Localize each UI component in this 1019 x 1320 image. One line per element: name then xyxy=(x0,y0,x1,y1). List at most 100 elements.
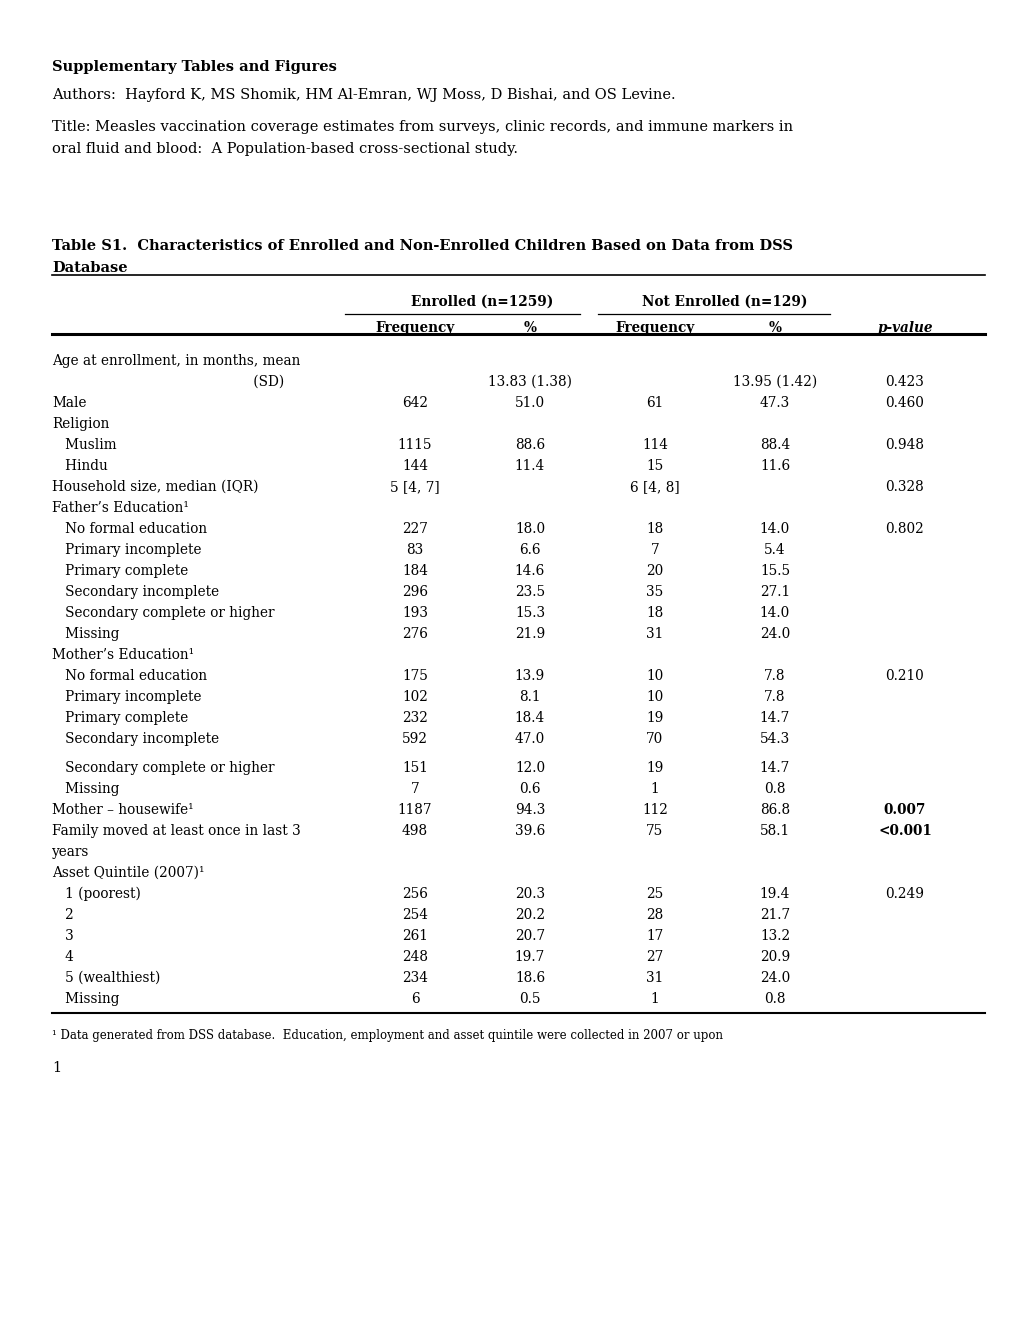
Text: Family moved at least once in last 3: Family moved at least once in last 3 xyxy=(52,824,301,838)
Text: 20.3: 20.3 xyxy=(515,887,544,902)
Text: 11.6: 11.6 xyxy=(759,459,790,473)
Text: 13.9: 13.9 xyxy=(515,669,544,682)
Text: Missing: Missing xyxy=(52,781,119,796)
Text: <0.001: <0.001 xyxy=(877,824,931,838)
Text: 15.5: 15.5 xyxy=(759,564,790,578)
Text: 13.95 (1.42): 13.95 (1.42) xyxy=(733,375,816,389)
Text: 6.6: 6.6 xyxy=(519,543,540,557)
Text: Supplementary Tables and Figures: Supplementary Tables and Figures xyxy=(52,59,336,74)
Text: 0.423: 0.423 xyxy=(884,375,923,389)
Text: Database: Database xyxy=(52,261,127,275)
Text: 0.249: 0.249 xyxy=(884,887,923,902)
Text: 1115: 1115 xyxy=(397,438,432,451)
Text: 0.8: 0.8 xyxy=(763,993,785,1006)
Text: 0.210: 0.210 xyxy=(884,669,923,682)
Text: 24.0: 24.0 xyxy=(759,972,790,985)
Text: Age at enrollment, in months, mean: Age at enrollment, in months, mean xyxy=(52,354,300,368)
Text: 13.2: 13.2 xyxy=(759,929,790,942)
Text: %: % xyxy=(523,321,536,335)
Text: 27.1: 27.1 xyxy=(759,585,790,599)
Text: 15.3: 15.3 xyxy=(515,606,544,620)
Text: 114: 114 xyxy=(641,438,667,451)
Text: 31: 31 xyxy=(646,627,663,642)
Text: 232: 232 xyxy=(401,711,428,725)
Text: 14.7: 14.7 xyxy=(759,762,790,775)
Text: 27: 27 xyxy=(646,950,663,964)
Text: 14.0: 14.0 xyxy=(759,606,790,620)
Text: 18.0: 18.0 xyxy=(515,521,544,536)
Text: 261: 261 xyxy=(401,929,428,942)
Text: 1: 1 xyxy=(650,993,658,1006)
Text: 19: 19 xyxy=(646,762,663,775)
Text: 15: 15 xyxy=(646,459,663,473)
Text: 5.4: 5.4 xyxy=(763,543,785,557)
Text: 20: 20 xyxy=(646,564,663,578)
Text: 10: 10 xyxy=(646,669,663,682)
Text: 1: 1 xyxy=(650,781,658,796)
Text: Enrolled (n=1259): Enrolled (n=1259) xyxy=(411,294,553,309)
Text: 227: 227 xyxy=(401,521,428,536)
Text: 4: 4 xyxy=(52,950,73,964)
Text: Secondary complete or higher: Secondary complete or higher xyxy=(52,606,274,620)
Text: 18: 18 xyxy=(646,606,663,620)
Text: 14.7: 14.7 xyxy=(759,711,790,725)
Text: p-value: p-value xyxy=(876,321,931,335)
Text: 0.460: 0.460 xyxy=(884,396,923,411)
Text: Frequency: Frequency xyxy=(614,321,694,335)
Text: 83: 83 xyxy=(406,543,423,557)
Text: 21.9: 21.9 xyxy=(515,627,544,642)
Text: Hindu: Hindu xyxy=(52,459,108,473)
Text: Male: Male xyxy=(52,396,87,411)
Text: Frequency: Frequency xyxy=(375,321,454,335)
Text: 6: 6 xyxy=(411,993,419,1006)
Text: 0.948: 0.948 xyxy=(884,438,923,451)
Text: 18: 18 xyxy=(646,521,663,536)
Text: 51.0: 51.0 xyxy=(515,396,544,411)
Text: 20.2: 20.2 xyxy=(515,908,544,921)
Text: 193: 193 xyxy=(401,606,428,620)
Text: Primary incomplete: Primary incomplete xyxy=(52,543,202,557)
Text: 35: 35 xyxy=(646,585,663,599)
Text: Table S1.  Characteristics of Enrolled and Non-Enrolled Children Based on Data f: Table S1. Characteristics of Enrolled an… xyxy=(52,239,792,253)
Text: Title: Measles vaccination coverage estimates from surveys, clinic records, and : Title: Measles vaccination coverage esti… xyxy=(52,120,793,135)
Text: 61: 61 xyxy=(646,396,663,411)
Text: 296: 296 xyxy=(401,585,428,599)
Text: 23.5: 23.5 xyxy=(515,585,544,599)
Text: Missing: Missing xyxy=(52,627,119,642)
Text: 12.0: 12.0 xyxy=(515,762,544,775)
Text: 642: 642 xyxy=(401,396,428,411)
Text: Authors:  Hayford K, MS Shomik, HM Al-Emran, WJ Moss, D Bishai, and OS Levine.: Authors: Hayford K, MS Shomik, HM Al-Emr… xyxy=(52,88,675,102)
Text: 75: 75 xyxy=(646,824,663,838)
Text: 19: 19 xyxy=(646,711,663,725)
Text: 1: 1 xyxy=(52,1061,61,1074)
Text: 0.6: 0.6 xyxy=(519,781,540,796)
Text: (SD): (SD) xyxy=(52,375,284,389)
Text: 0.328: 0.328 xyxy=(884,480,923,494)
Text: 17: 17 xyxy=(646,929,663,942)
Text: 234: 234 xyxy=(401,972,428,985)
Text: 592: 592 xyxy=(401,733,428,746)
Text: 498: 498 xyxy=(401,824,428,838)
Text: Father’s Education¹: Father’s Education¹ xyxy=(52,502,189,515)
Text: 28: 28 xyxy=(646,908,663,921)
Text: Secondary complete or higher: Secondary complete or higher xyxy=(52,762,274,775)
Text: 0.8: 0.8 xyxy=(763,781,785,796)
Text: 39.6: 39.6 xyxy=(515,824,544,838)
Text: 14.0: 14.0 xyxy=(759,521,790,536)
Text: Primary complete: Primary complete xyxy=(52,564,189,578)
Text: 88.4: 88.4 xyxy=(759,438,790,451)
Text: 2: 2 xyxy=(52,908,73,921)
Text: 175: 175 xyxy=(401,669,428,682)
Text: 276: 276 xyxy=(401,627,428,642)
Text: 184: 184 xyxy=(401,564,428,578)
Text: Asset Quintile (2007)¹: Asset Quintile (2007)¹ xyxy=(52,866,204,880)
Text: 10: 10 xyxy=(646,690,663,704)
Text: Muslim: Muslim xyxy=(52,438,116,451)
Text: Mother – housewife¹: Mother – housewife¹ xyxy=(52,803,194,817)
Text: Primary complete: Primary complete xyxy=(52,711,189,725)
Text: 5 (wealthiest): 5 (wealthiest) xyxy=(52,972,160,985)
Text: 19.4: 19.4 xyxy=(759,887,790,902)
Text: 6 [4, 8]: 6 [4, 8] xyxy=(630,480,679,494)
Text: 25: 25 xyxy=(646,887,663,902)
Text: 0.007: 0.007 xyxy=(882,803,925,817)
